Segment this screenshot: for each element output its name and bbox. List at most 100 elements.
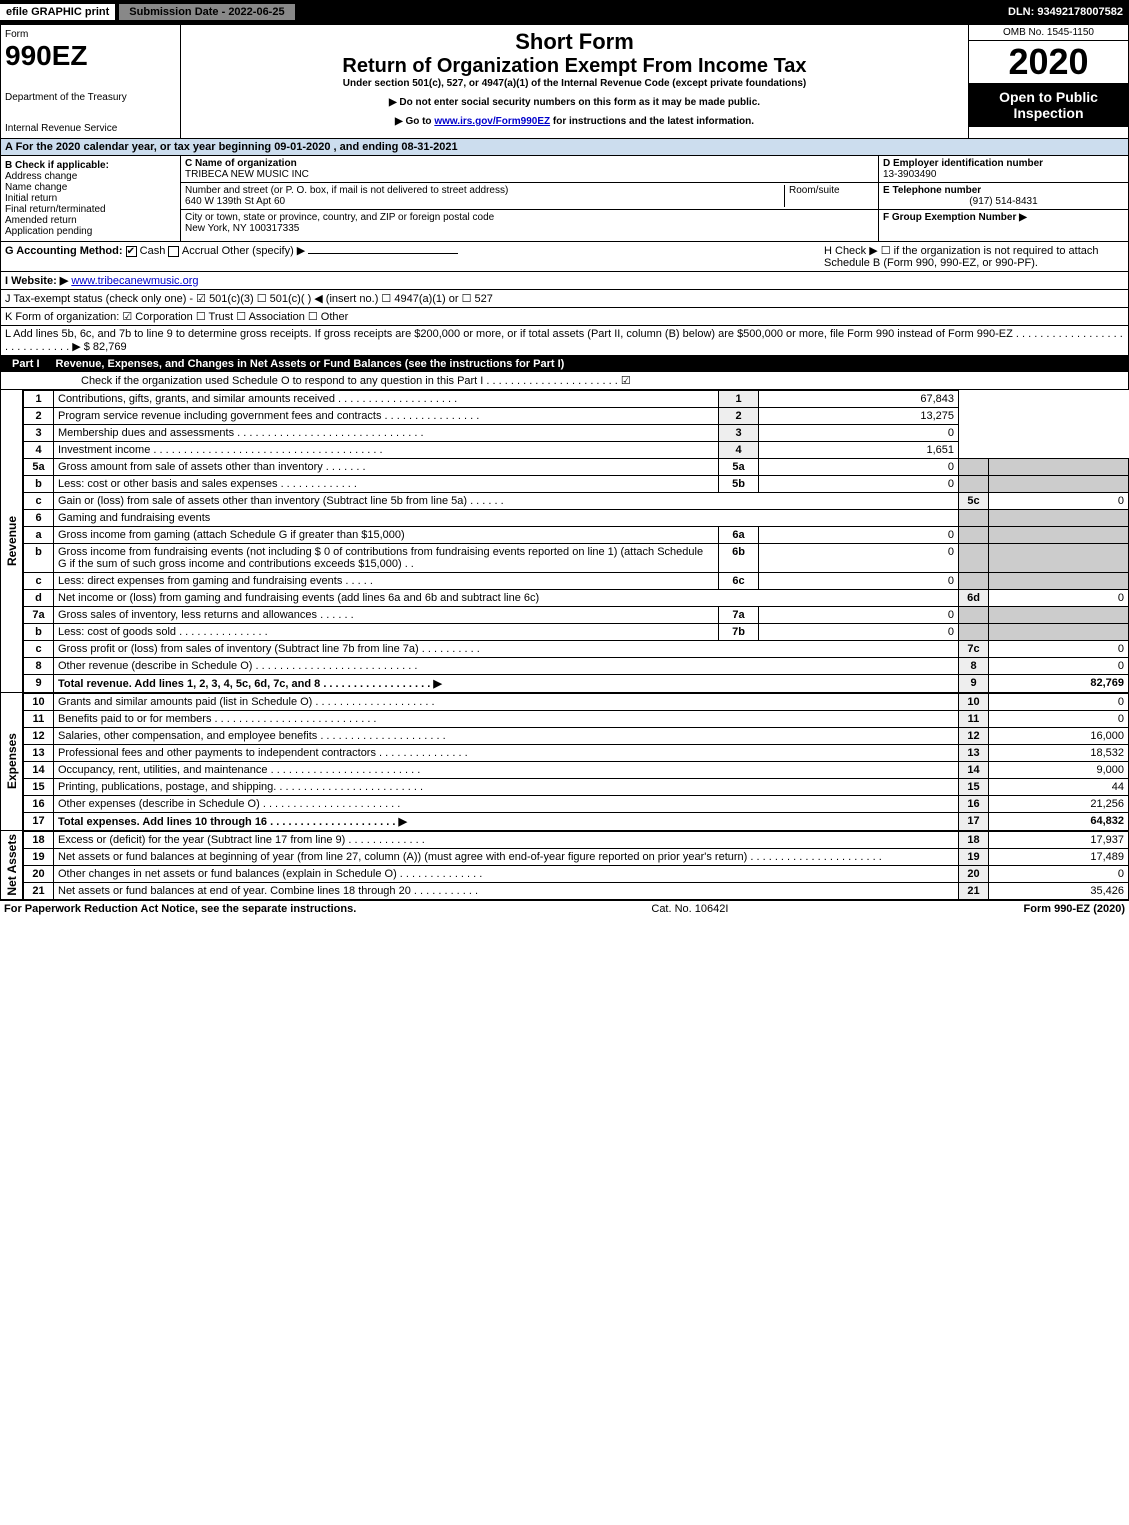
section-b: B Check if applicable: Address change Na…: [1, 156, 181, 241]
dln-label: DLN: 93492178007582: [1008, 6, 1129, 18]
footer-mid: Cat. No. 10642I: [356, 903, 1023, 915]
row-19: 19Net assets or fund balances at beginni…: [24, 849, 1129, 866]
row-4: 4Investment income . . . . . . . . . . .…: [24, 442, 1129, 459]
city-label: City or town, state or province, country…: [185, 212, 494, 223]
row-3: 3Membership dues and assessments . . . .…: [24, 425, 1129, 442]
warning-2-post: for instructions and the latest informat…: [553, 116, 754, 127]
row-20: 20Other changes in net assets or fund ba…: [24, 866, 1129, 883]
top-bar: efile GRAPHIC print Submission Date - 20…: [0, 0, 1129, 24]
phone-value: (917) 514-8431: [883, 196, 1124, 207]
row-5b: bLess: cost or other basis and sales exp…: [24, 476, 1129, 493]
line-i: I Website: ▶ www.tribecanewmusic.org: [0, 272, 1129, 290]
cb-amended-return[interactable]: Amended return: [5, 215, 176, 226]
footer-left: For Paperwork Reduction Act Notice, see …: [4, 903, 356, 915]
line-g-h: G Accounting Method: Cash Accrual Other …: [0, 242, 1129, 272]
cb-name-change[interactable]: Name change: [5, 182, 176, 193]
org-city-row: City or town, state or province, country…: [181, 210, 878, 236]
row-6: 6Gaming and fundraising events: [24, 510, 1129, 527]
part-1-header: Part I Revenue, Expenses, and Changes in…: [0, 356, 1129, 372]
f-label: F Group Exemption Number ▶: [883, 212, 1027, 223]
row-9: 9Total revenue. Add lines 1, 2, 3, 4, 5c…: [24, 675, 1129, 693]
section-d: D Employer identification number 13-3903…: [878, 156, 1128, 241]
row-6d: dNet income or (loss) from gaming and fu…: [24, 590, 1129, 607]
org-name: TRIBECA NEW MUSIC INC: [185, 169, 309, 180]
cb-accrual[interactable]: [168, 246, 179, 257]
form-word: Form: [5, 29, 176, 40]
department-label: Department of the Treasury: [5, 92, 176, 103]
part-1-num: Part I: [6, 358, 46, 370]
netassets-tab: Net Assets: [1, 831, 23, 900]
d-label: D Employer identification number: [883, 158, 1043, 169]
page-footer: For Paperwork Reduction Act Notice, see …: [0, 900, 1129, 917]
efile-label: efile GRAPHIC print: [0, 4, 115, 20]
expenses-section: Expenses 10Grants and similar amounts pa…: [0, 693, 1129, 831]
open-public-label: Open to Public Inspection: [969, 83, 1128, 127]
row-5a: 5aGross amount from sale of assets other…: [24, 459, 1129, 476]
revenue-table: 1Contributions, gifts, grants, and simil…: [23, 390, 1129, 693]
org-addr-row: Number and street (or P. O. box, if mail…: [181, 183, 878, 210]
row-6c: cLess: direct expenses from gaming and f…: [24, 573, 1129, 590]
row-2: 2Program service revenue including gover…: [24, 408, 1129, 425]
org-block: B Check if applicable: Address change Na…: [0, 156, 1129, 242]
return-title: Return of Organization Exempt From Incom…: [185, 55, 964, 78]
expenses-tab: Expenses: [1, 693, 23, 831]
part-1-check: Check if the organization used Schedule …: [0, 372, 1129, 390]
row-6b: bGross income from fundraising events (n…: [24, 544, 1129, 573]
row-6a: aGross income from gaming (attach Schedu…: [24, 527, 1129, 544]
website-link[interactable]: www.tribecanewmusic.org: [71, 275, 198, 287]
org-addr: 640 W 139th St Apt 60: [185, 196, 285, 207]
c-label: C Name of organization: [185, 158, 297, 169]
row-7b: bLess: cost of goods sold . . . . . . . …: [24, 624, 1129, 641]
addr-label: Number and street (or P. O. box, if mail…: [185, 185, 508, 196]
cb-initial-return[interactable]: Initial return: [5, 193, 176, 204]
line-g: G Accounting Method: Cash Accrual Other …: [5, 244, 824, 269]
warning-1: ▶ Do not enter social security numbers o…: [185, 97, 964, 108]
org-city: New York, NY 100317335: [185, 223, 299, 234]
form-header: Form 990EZ Department of the Treasury In…: [0, 24, 1129, 139]
room-label: Room/suite: [784, 185, 874, 207]
line-k: K Form of organization: ☑ Corporation ☐ …: [0, 308, 1129, 326]
row-18: 18Excess or (deficit) for the year (Subt…: [24, 832, 1129, 849]
row-8: 8Other revenue (describe in Schedule O) …: [24, 658, 1129, 675]
cb-cash[interactable]: [126, 246, 137, 257]
irs-label: Internal Revenue Service: [5, 123, 176, 134]
ein-value: 13-3903490: [883, 169, 936, 180]
cb-final-return[interactable]: Final return/terminated: [5, 204, 176, 215]
row-15: 15Printing, publications, postage, and s…: [24, 779, 1129, 796]
line-a: A For the 2020 calendar year, or tax yea…: [0, 139, 1129, 156]
form-number: 990EZ: [5, 40, 176, 72]
revenue-section: Revenue 1Contributions, gifts, grants, a…: [0, 390, 1129, 693]
line-h: H Check ▶ ☐ if the organization is not r…: [824, 244, 1124, 269]
row-10: 10Grants and similar amounts paid (list …: [24, 694, 1129, 711]
irs-link[interactable]: www.irs.gov/Form990EZ: [434, 116, 550, 127]
part-1-title: Revenue, Expenses, and Changes in Net As…: [56, 358, 565, 370]
tax-year: 2020: [969, 41, 1128, 83]
expenses-table: 10Grants and similar amounts paid (list …: [23, 693, 1129, 831]
row-17: 17Total expenses. Add lines 10 through 1…: [24, 813, 1129, 831]
row-16: 16Other expenses (describe in Schedule O…: [24, 796, 1129, 813]
return-subtitle: Under section 501(c), 527, or 4947(a)(1)…: [185, 78, 964, 89]
row-21: 21Net assets or fund balances at end of …: [24, 883, 1129, 900]
row-7c: cGross profit or (loss) from sales of in…: [24, 641, 1129, 658]
row-5c: cGain or (loss) from sale of assets othe…: [24, 493, 1129, 510]
revenue-tab: Revenue: [1, 390, 23, 693]
group-exemption-row: F Group Exemption Number ▶: [879, 210, 1128, 225]
cb-application-pending[interactable]: Application pending: [5, 226, 176, 237]
line-l: L Add lines 5b, 6c, and 7b to line 9 to …: [0, 326, 1129, 356]
netassets-section: Net Assets 18Excess or (deficit) for the…: [0, 831, 1129, 900]
submission-date: Submission Date - 2022-06-25: [119, 4, 294, 20]
row-13: 13Professional fees and other payments t…: [24, 745, 1129, 762]
row-12: 12Salaries, other compensation, and empl…: [24, 728, 1129, 745]
row-1: 1Contributions, gifts, grants, and simil…: [24, 391, 1129, 408]
warning-2-pre: ▶ Go to: [395, 116, 434, 127]
short-form-title: Short Form: [185, 29, 964, 55]
i-label: I Website: ▶: [5, 275, 68, 287]
cb-address-change[interactable]: Address change: [5, 171, 176, 182]
line-j: J Tax-exempt status (check only one) - ☑…: [0, 290, 1129, 308]
header-center: Short Form Return of Organization Exempt…: [181, 25, 968, 138]
row-14: 14Occupancy, rent, utilities, and mainte…: [24, 762, 1129, 779]
org-name-row: C Name of organization TRIBECA NEW MUSIC…: [181, 156, 878, 183]
row-7a: 7aGross sales of inventory, less returns…: [24, 607, 1129, 624]
ein-row: D Employer identification number 13-3903…: [879, 156, 1128, 183]
footer-right: Form 990-EZ (2020): [1024, 903, 1125, 915]
